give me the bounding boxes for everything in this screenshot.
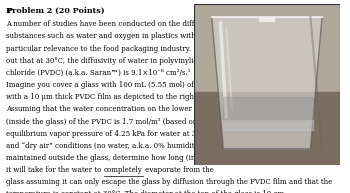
Bar bbox=[194, 92, 340, 165]
Text: Problem 2 (20 Points): Problem 2 (20 Points) bbox=[6, 7, 105, 15]
Bar bbox=[223, 97, 313, 120]
Text: with a 10 μm thick PVDC film as depicted to the right.: with a 10 μm thick PVDC film as depicted… bbox=[6, 93, 199, 101]
Bar bbox=[223, 120, 313, 130]
Text: substances such as water and oxygen in plastics with: substances such as water and oxygen in p… bbox=[6, 32, 196, 40]
Text: maintained outside the glass, determine how long (in years!!!): maintained outside the glass, determine … bbox=[6, 154, 229, 162]
Text: particular relevance to the food packaging industry. It turns: particular relevance to the food packagi… bbox=[6, 45, 220, 52]
Text: A number of studies have been conducted on the diffusion of: A number of studies have been conducted … bbox=[6, 20, 223, 28]
Text: equilibrium vapor pressure of 4.25 kPa for water at 30°C): equilibrium vapor pressure of 4.25 kPa f… bbox=[6, 130, 212, 138]
Text: completely: completely bbox=[104, 166, 143, 174]
Text: glass assuming it can only escape the glass by diffusion through the PVDC film a: glass assuming it can only escape the gl… bbox=[6, 178, 332, 186]
Text: P: P bbox=[6, 7, 13, 15]
Text: temperature is constant at 30°C. The diameter at the top of the glass is 10 cm.: temperature is constant at 30°C. The dia… bbox=[6, 190, 287, 193]
Text: and “dry air” conditions (no water, a.k.a. 0% humidity) are: and “dry air” conditions (no water, a.k.… bbox=[6, 142, 216, 150]
Text: chloride (PVDC) (a.k.a. Saran™) is 9.1×10⁻⁸ cm²/s.¹: chloride (PVDC) (a.k.a. Saran™) is 9.1×1… bbox=[6, 69, 191, 77]
Text: out that at 30°C, the diffusivity of water in polyvinylidene: out that at 30°C, the diffusivity of wat… bbox=[6, 57, 211, 65]
Text: Assuming that the water concentration on the lower surface: Assuming that the water concentration on… bbox=[6, 105, 221, 113]
Polygon shape bbox=[212, 17, 322, 149]
Text: (inside the glass) of the PVDC is 1.7 mol/m³ (based on the: (inside the glass) of the PVDC is 1.7 mo… bbox=[6, 118, 211, 125]
Text: Imagine you cover a glass with 100 mL (5.55 mol) of water: Imagine you cover a glass with 100 mL (5… bbox=[6, 81, 217, 89]
Bar bbox=[194, 4, 340, 92]
Text: evaporate from the: evaporate from the bbox=[143, 166, 214, 174]
Text: it will take for the water to: it will take for the water to bbox=[6, 166, 104, 174]
